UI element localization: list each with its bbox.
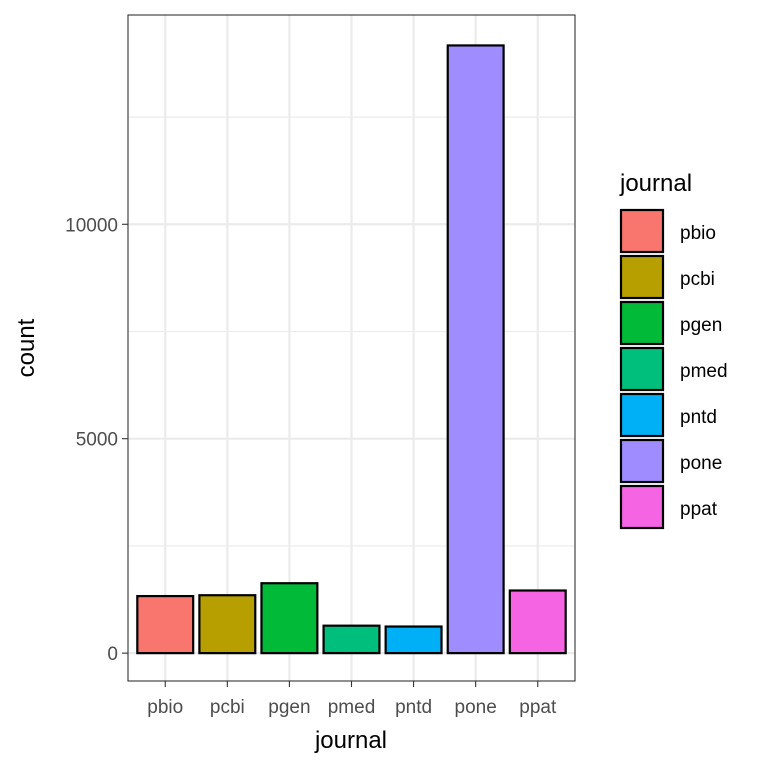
x-tick-label: pmed (328, 697, 376, 718)
bar-pntd (384, 625, 443, 655)
x-tick-label: pntd (395, 697, 432, 718)
x-tick-label: ppat (519, 697, 557, 718)
x-tick-label: pcbi (210, 697, 245, 718)
y-tick-label: 10000 (65, 215, 118, 236)
legend-label-ppat: ppat (680, 499, 718, 520)
legend-key-pntd (619, 392, 665, 438)
legend-label-pmed: pmed (680, 361, 728, 382)
legend-label-pcbi: pcbi (680, 269, 715, 290)
legend-label-pbio: pbio (680, 223, 716, 244)
y-tick-label: 0 (107, 644, 118, 665)
legend-label-pntd: pntd (680, 407, 717, 428)
legend-key-pbio (619, 208, 665, 254)
legend-label-pgen: pgen (680, 315, 722, 336)
x-tick-label: pgen (268, 697, 310, 718)
legend-label-pone: pone (680, 453, 722, 474)
bar-pone (446, 44, 505, 655)
x-axis: pbio pcbi pgen pmed pntd pone ppat (147, 681, 557, 718)
bar-pmed (322, 624, 381, 655)
legend-key-pcbi (619, 254, 665, 300)
x-tick-label: pbio (147, 697, 183, 718)
bar-pbio (136, 594, 195, 655)
bars (136, 44, 567, 655)
y-tick-label: 5000 (76, 430, 118, 451)
bar-pgen (260, 582, 319, 655)
legend: journal pbio pcbi pgen pmed pntd pone ppat (619, 170, 728, 530)
legend-key-pmed (619, 346, 665, 392)
y-axis-title: count (13, 318, 40, 377)
bar-pcbi (198, 594, 257, 655)
x-tick-label: pone (455, 697, 497, 718)
legend-key-ppat (619, 484, 665, 530)
legend-key-pgen (619, 300, 665, 346)
x-axis-title: journal (314, 727, 387, 754)
bar-ppat (508, 589, 567, 655)
legend-title: journal (619, 170, 692, 197)
legend-key-pone (619, 438, 665, 484)
y-axis: 0 5000 10000 (65, 215, 128, 665)
